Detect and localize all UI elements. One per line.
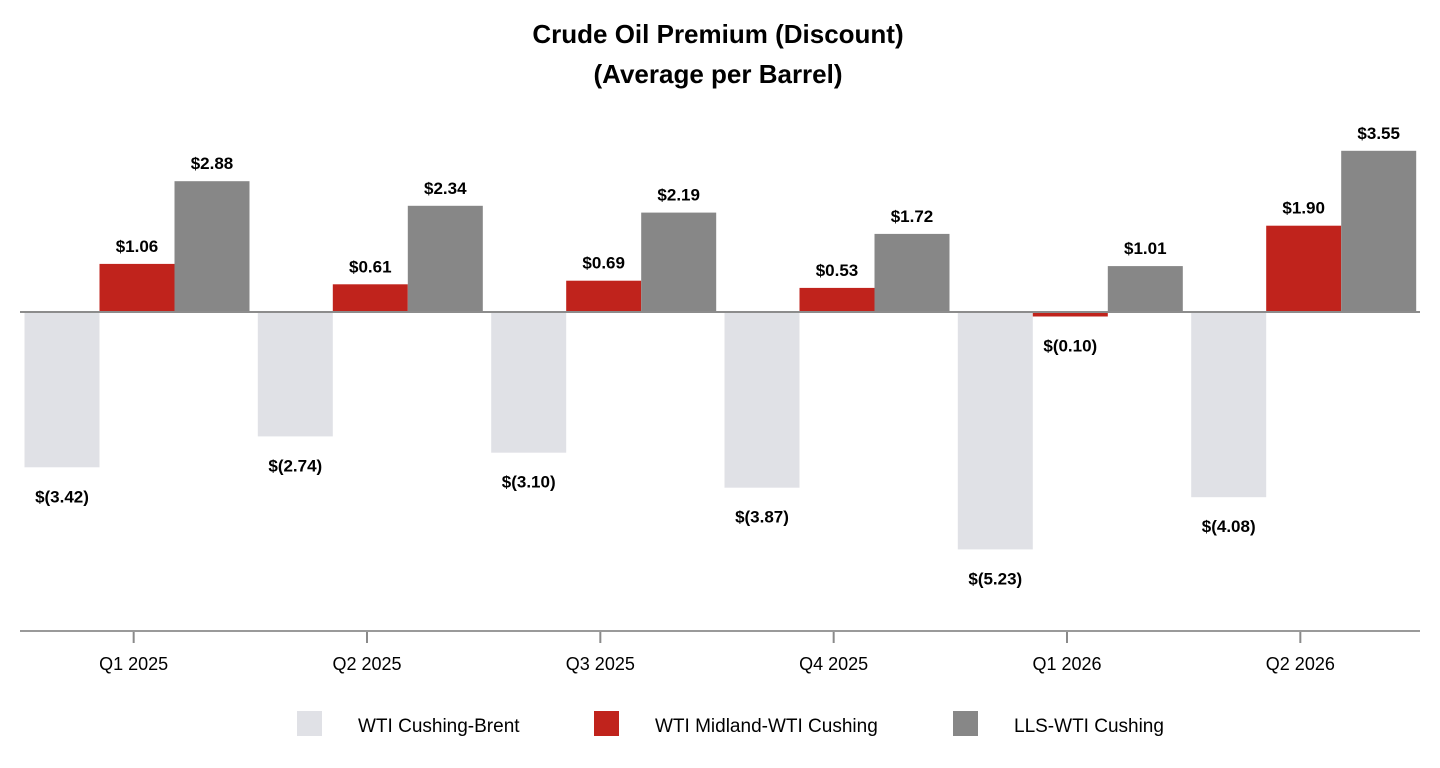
bar [957,312,1033,550]
x-tick-label: Q1 2026 [1032,654,1101,674]
legend-label: WTI Midland-WTI Cushing [655,716,878,737]
data-label: $(3.42) [35,487,89,506]
data-label: $(2.74) [268,456,322,475]
bar [874,233,950,312]
chart-title: Crude Oil Premium (Discount) (Average pe… [532,19,903,89]
legend-label: LLS-WTI Cushing [1014,716,1164,737]
bar [1266,225,1342,312]
data-label: $1.90 [1282,199,1325,218]
bar [332,284,408,312]
x-tick-label: Q3 2025 [566,654,635,674]
data-label: $0.53 [816,261,859,280]
legend-swatch [953,711,978,736]
x-tick-label: Q4 2025 [799,654,868,674]
bar [566,280,642,312]
bar [257,312,333,437]
data-label: $2.88 [191,154,234,173]
bar [724,312,800,488]
data-label: $2.19 [657,186,700,205]
legend-swatch [594,711,619,736]
data-labels: $(3.42) $1.06 $2.88 $(2.74) $0.61 $2.34 $(3.10… [35,124,1400,589]
bar [174,181,250,312]
x-axis: Q1 2025 Q2 2025 Q3 2025 Q4 2025 Q1 2026 Q2 20… [20,630,1420,674]
data-label: $(0.10) [1043,337,1097,356]
data-label: $(5.23) [968,569,1022,588]
data-label: $1.72 [891,207,934,226]
bar [491,312,567,453]
bar [1341,150,1417,312]
x-tick-label: Q2 2026 [1266,654,1335,674]
legend: WTI Cushing-Brent WTI Midland-WTI Cushing… [297,711,1164,737]
data-label: $2.34 [424,179,467,198]
data-label: $(3.10) [502,473,556,492]
bar [99,263,175,312]
data-label: $1.01 [1124,239,1167,258]
data-label: $1.06 [116,237,159,256]
data-label: $3.55 [1357,124,1400,143]
legend-label: WTI Cushing-Brent [358,716,520,737]
x-tick-label: Q2 2025 [332,654,401,674]
chart-title-line-1: Crude Oil Premium (Discount) [532,19,903,49]
x-tick-label: Q1 2025 [99,654,168,674]
legend-swatch [297,711,322,736]
data-label: $(4.08) [1202,517,1256,536]
data-label: $(3.87) [735,508,789,527]
chart-title-line-2: (Average per Barrel) [593,59,842,89]
bar [24,312,100,468]
bars [24,150,1417,550]
data-label: $0.69 [582,254,625,273]
data-label: $0.61 [349,257,392,276]
bar [1032,312,1108,317]
bar [407,205,483,312]
bar [799,287,875,312]
bar [641,212,717,312]
bar [1107,266,1183,312]
bar [1191,312,1267,498]
